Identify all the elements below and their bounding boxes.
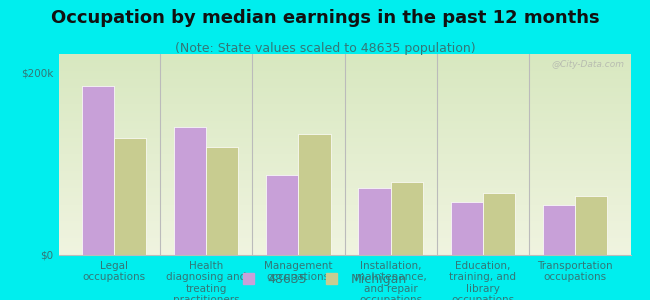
- Bar: [543, 205, 575, 255]
- Bar: [391, 182, 423, 255]
- Text: @City-Data.com: @City-Data.com: [552, 60, 625, 69]
- Text: (Note: State values scaled to 48635 population): (Note: State values scaled to 48635 popu…: [175, 42, 475, 55]
- Bar: [206, 147, 239, 255]
- Bar: [174, 127, 206, 255]
- Text: Occupation by median earnings in the past 12 months: Occupation by median earnings in the pas…: [51, 9, 599, 27]
- Bar: [483, 193, 515, 255]
- Bar: [266, 175, 298, 255]
- Bar: [358, 188, 391, 255]
- Bar: [575, 196, 608, 255]
- Bar: [450, 202, 483, 255]
- Legend: 48635, Michigan: 48635, Michigan: [238, 268, 412, 291]
- Bar: [298, 134, 331, 255]
- Bar: [114, 138, 146, 255]
- Bar: [81, 86, 114, 255]
